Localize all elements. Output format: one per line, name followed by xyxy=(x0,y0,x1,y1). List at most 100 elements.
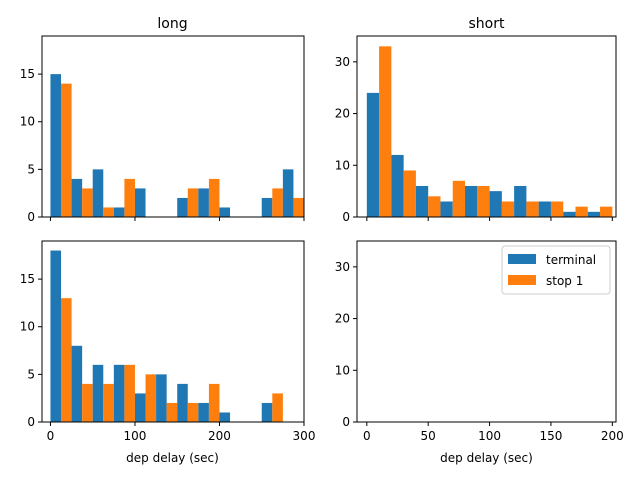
bar-terminal xyxy=(366,92,380,217)
bar-terminal xyxy=(440,201,453,217)
bar-terminal xyxy=(587,211,601,217)
y-tick-label: 20 xyxy=(335,312,350,326)
bar-terminal xyxy=(563,211,576,217)
bar-terminal xyxy=(415,185,429,217)
bar-terminal xyxy=(391,154,404,217)
bar-stop-1 xyxy=(272,188,283,217)
bar-terminal xyxy=(198,402,209,422)
subplot-long: long 0 5 10 15 xyxy=(20,16,305,224)
bar-stop-1 xyxy=(526,201,539,217)
bar-terminal xyxy=(514,185,527,217)
x-tick-label: 0 xyxy=(47,429,55,443)
y-tick-label: 10 xyxy=(20,320,35,334)
bar-terminal xyxy=(92,169,104,217)
y-tick-label: 10 xyxy=(20,115,35,129)
subplot-title: short xyxy=(469,16,505,32)
bar-stop-1 xyxy=(187,402,199,422)
y-tick-label: 0 xyxy=(342,210,350,224)
bar-stop-1 xyxy=(103,207,114,217)
subplot-title: long xyxy=(157,16,187,32)
bar-terminal xyxy=(156,374,167,422)
bar-terminal xyxy=(134,393,146,422)
x-tick-label: 100 xyxy=(478,429,501,443)
legend-swatch-terminal xyxy=(508,254,536,264)
bar-stop-1 xyxy=(208,383,220,422)
y-tick-label: 10 xyxy=(335,158,350,172)
subplot-bottom-left: dep delay (sec) 0 5 10 15 0 100 200 300 xyxy=(20,240,315,465)
y-tick-label: 20 xyxy=(335,107,350,121)
bar-terminal xyxy=(198,188,209,217)
bar-terminal xyxy=(261,402,273,422)
bar-stop-1 xyxy=(145,374,157,422)
bars xyxy=(366,46,613,218)
bar-terminal xyxy=(282,169,294,217)
x-tick-label: 200 xyxy=(601,429,624,443)
bar-terminal xyxy=(71,178,83,217)
bar-terminal xyxy=(465,185,478,217)
bar-terminal xyxy=(113,364,125,422)
axes-frame xyxy=(356,240,617,423)
bar-terminal xyxy=(71,345,83,422)
x-tick-label: 50 xyxy=(421,429,436,443)
bar-stop-1 xyxy=(501,201,515,217)
bar-terminal xyxy=(219,207,231,217)
bar-terminal xyxy=(134,188,146,217)
legend-label-terminal: terminal xyxy=(546,253,596,267)
bar-terminal xyxy=(261,197,273,217)
bar-stop-1 xyxy=(208,178,220,217)
subplot-bottom-right: dep delay (sec) terminal stop 1 0 10 20 30 0… xyxy=(335,240,624,465)
bar-stop-1 xyxy=(124,364,135,422)
y-tick-label: 0 xyxy=(342,415,350,429)
y-tick-label: 5 xyxy=(27,367,35,381)
x-axis-label: dep delay (sec) xyxy=(126,451,219,465)
bar-stop-1 xyxy=(403,170,416,217)
bar-stop-1 xyxy=(103,383,114,422)
bar-stop-1 xyxy=(187,188,199,217)
bar-stop-1 xyxy=(379,46,392,218)
subplot-short: short 0 10 20 30 xyxy=(335,16,617,224)
x-tick-label: 150 xyxy=(539,429,562,443)
bar-stop-1 xyxy=(452,180,466,217)
x-axis-label: dep delay (sec) xyxy=(440,451,533,465)
y-tick-label: 15 xyxy=(20,272,35,286)
y-tick-label: 15 xyxy=(20,67,35,81)
legend-label-stop-1: stop 1 xyxy=(546,274,583,288)
bar-stop-1 xyxy=(61,298,72,422)
bar-stop-1 xyxy=(124,178,135,217)
legend: terminal stop 1 xyxy=(501,245,611,295)
x-tick-label: 0 xyxy=(363,429,371,443)
bar-stop-1 xyxy=(272,393,283,422)
x-tick-label: 200 xyxy=(208,429,231,443)
axes-frame xyxy=(356,35,617,218)
bar-stop-1 xyxy=(428,196,441,217)
y-tick-label: 30 xyxy=(335,260,350,274)
bar-stop-1 xyxy=(550,201,564,217)
bar-stop-1 xyxy=(82,188,93,217)
bar-terminal xyxy=(177,383,188,422)
bar-stop-1 xyxy=(166,402,178,422)
bar-terminal xyxy=(50,74,62,217)
bar-stop-1 xyxy=(600,206,613,217)
bar-stop-1 xyxy=(293,197,304,217)
bars xyxy=(50,250,283,422)
bar-terminal xyxy=(177,197,188,217)
bars xyxy=(50,74,304,217)
y-tick-label: 30 xyxy=(335,55,350,69)
legend-swatch-stop-1 xyxy=(508,275,536,285)
axes-frame xyxy=(41,35,305,218)
bar-terminal xyxy=(489,191,502,217)
axes-frame xyxy=(41,240,305,423)
bar-terminal xyxy=(538,201,551,217)
y-tick-label: 0 xyxy=(27,210,35,224)
bar-terminal xyxy=(92,364,104,422)
bar-stop-1 xyxy=(477,185,490,217)
bar-stop-1 xyxy=(575,206,588,217)
bar-stop-1 xyxy=(61,83,72,217)
y-tick-label: 5 xyxy=(27,162,35,176)
y-tick-label: 10 xyxy=(335,363,350,377)
bar-terminal xyxy=(113,207,125,217)
y-tick-label: 0 xyxy=(27,415,35,429)
bar-stop-1 xyxy=(82,383,93,422)
bar-terminal xyxy=(219,412,231,422)
